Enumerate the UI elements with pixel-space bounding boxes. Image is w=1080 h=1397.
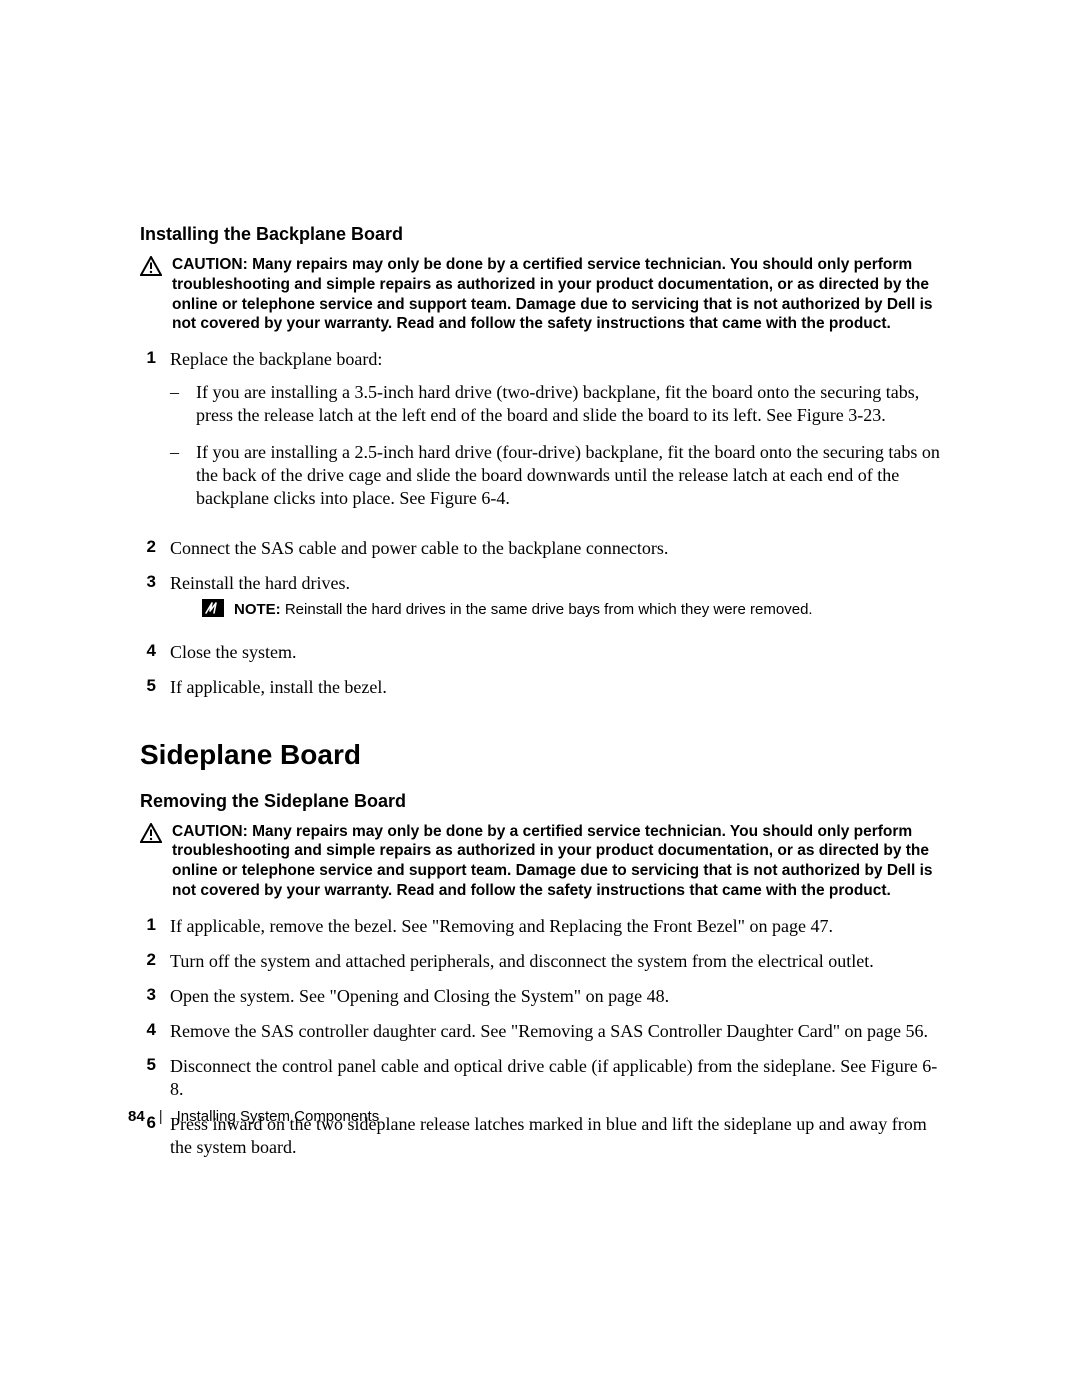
substep-1: If you are installing a 3.5-inch hard dr… [196, 381, 945, 427]
subheading-installing-backplane: Installing the Backplane Board [140, 224, 945, 245]
step-item: If applicable, remove the bezel. See "Re… [140, 915, 945, 938]
caution-block: CAUTION: Many repairs may only be done b… [140, 822, 945, 901]
step-text: If applicable, install the bezel. [170, 676, 945, 699]
section-sideplane: Sideplane Board Removing the Sideplane B… [140, 739, 945, 1160]
footer-separator: | [159, 1108, 163, 1125]
note-body: Reinstall the hard drives in the same dr… [285, 601, 813, 618]
step-3-text: Reinstall the hard drives. [170, 573, 350, 593]
step-item: Remove the SAS controller daughter card.… [140, 1020, 945, 1043]
caution-body: Many repairs may only be done by a certi… [172, 823, 933, 899]
page-footer: 84 | Installing System Components [128, 1108, 379, 1125]
step-text: Reinstall the hard drives. NOTE: Reinsta… [170, 572, 945, 629]
note-label: NOTE: [234, 601, 281, 618]
note-icon [202, 599, 224, 623]
step-item: Replace the backplane board: If you are … [140, 348, 945, 524]
step-text: Close the system. [170, 641, 945, 664]
step-item: Turn off the system and attached periphe… [140, 950, 945, 973]
substeps: If you are installing a 3.5-inch hard dr… [170, 381, 945, 510]
steps-list-1: Replace the backplane board: If you are … [140, 348, 945, 698]
step-1-text: Replace the backplane board: [170, 349, 382, 369]
step-text: Replace the backplane board: If you are … [170, 348, 945, 524]
step-text: Connect the SAS cable and power cable to… [170, 537, 945, 560]
document-page: Installing the Backplane Board CAUTION: … [0, 0, 1080, 1397]
note-block: NOTE: Reinstall the hard drives in the s… [202, 599, 945, 623]
substep-item: If you are installing a 2.5-inch hard dr… [170, 441, 945, 510]
chapter-title: Installing System Components [177, 1108, 380, 1125]
step-text: Remove the SAS controller daughter card.… [170, 1020, 945, 1043]
section-installing-backplane: Installing the Backplane Board CAUTION: … [140, 224, 945, 699]
substep-item: If you are installing a 3.5-inch hard dr… [170, 381, 945, 427]
caution-body: Many repairs may only be done by a certi… [172, 256, 933, 332]
caution-icon [140, 256, 162, 281]
caution-label: CAUTION: [172, 823, 248, 840]
step-text: Disconnect the control panel cable and o… [170, 1055, 945, 1101]
step-item: Disconnect the control panel cable and o… [140, 1055, 945, 1101]
step-item: Connect the SAS cable and power cable to… [140, 537, 945, 560]
note-text: NOTE: Reinstall the hard drives in the s… [234, 601, 813, 620]
step-item: Close the system. [140, 641, 945, 664]
substep-2: If you are installing a 2.5-inch hard dr… [196, 441, 945, 510]
step-item: Reinstall the hard drives. NOTE: Reinsta… [140, 572, 945, 629]
step-text: If applicable, remove the bezel. See "Re… [170, 915, 945, 938]
step-item: Open the system. See "Opening and Closin… [140, 985, 945, 1008]
caution-text: CAUTION: Many repairs may only be done b… [172, 255, 945, 334]
step-text: Turn off the system and attached periphe… [170, 950, 945, 973]
page-number: 84 [128, 1108, 145, 1125]
step-item: If applicable, install the bezel. [140, 676, 945, 699]
caution-label: CAUTION: [172, 256, 248, 273]
caution-icon [140, 823, 162, 848]
caution-block: CAUTION: Many repairs may only be done b… [140, 255, 945, 334]
step-text: Open the system. See "Opening and Closin… [170, 985, 945, 1008]
heading-sideplane-board: Sideplane Board [140, 739, 945, 771]
caution-text: CAUTION: Many repairs may only be done b… [172, 822, 945, 901]
subheading-removing-sideplane: Removing the Sideplane Board [140, 791, 945, 812]
